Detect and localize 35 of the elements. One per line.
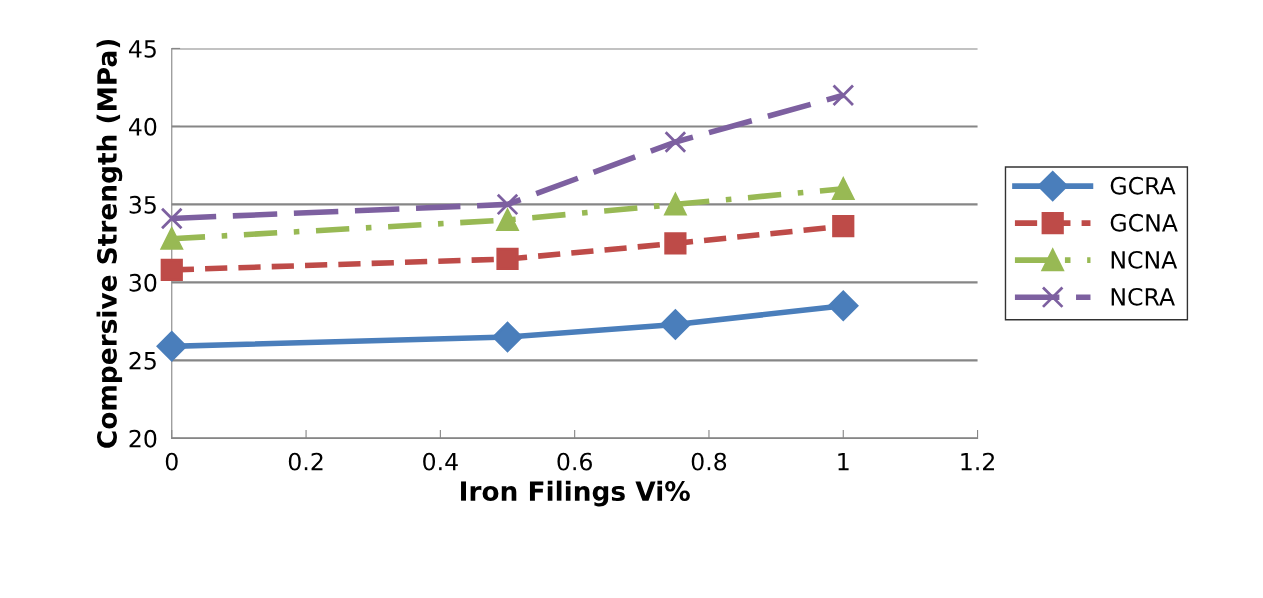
y-tick-label: 35	[129, 195, 156, 214]
x-tick-label: 0.8	[691, 452, 727, 471]
point	[832, 177, 855, 200]
y-axis-title: Compersive Strength (MPa)	[96, 39, 123, 448]
y-tick-label: 40	[128, 117, 157, 136]
y-tick-label: 20	[129, 429, 157, 448]
point	[160, 227, 183, 250]
point	[496, 247, 519, 271]
point	[156, 331, 187, 362]
point	[160, 258, 183, 282]
point	[664, 130, 687, 154]
x-tick-label: 0.6	[557, 452, 592, 471]
point	[496, 193, 519, 216]
point	[496, 208, 519, 232]
legend-label: NCRA	[1111, 287, 1175, 306]
y-tick-label: 25	[129, 351, 156, 370]
point	[160, 207, 183, 230]
x-axis-title: Iron Filings Vi%	[461, 480, 690, 507]
legend-label: GCNA	[1110, 213, 1178, 232]
y-tick-label: 45	[128, 40, 156, 58]
x-tick-label: 0.2	[288, 452, 323, 471]
point	[832, 215, 855, 238]
x-tick-label: 0.4	[423, 452, 458, 471]
legend-label: GCRA	[1110, 176, 1176, 195]
point	[828, 290, 859, 321]
point	[832, 84, 855, 107]
point	[664, 232, 687, 255]
point	[660, 309, 691, 340]
x-tick-label: 0	[165, 452, 178, 471]
x-tick-label: 1.2	[961, 452, 994, 471]
x-tick-label: 1	[838, 452, 849, 471]
legend-label: NCNA	[1111, 250, 1178, 269]
point	[664, 193, 687, 216]
point	[492, 321, 523, 353]
y-tick-label: 30	[129, 273, 157, 292]
